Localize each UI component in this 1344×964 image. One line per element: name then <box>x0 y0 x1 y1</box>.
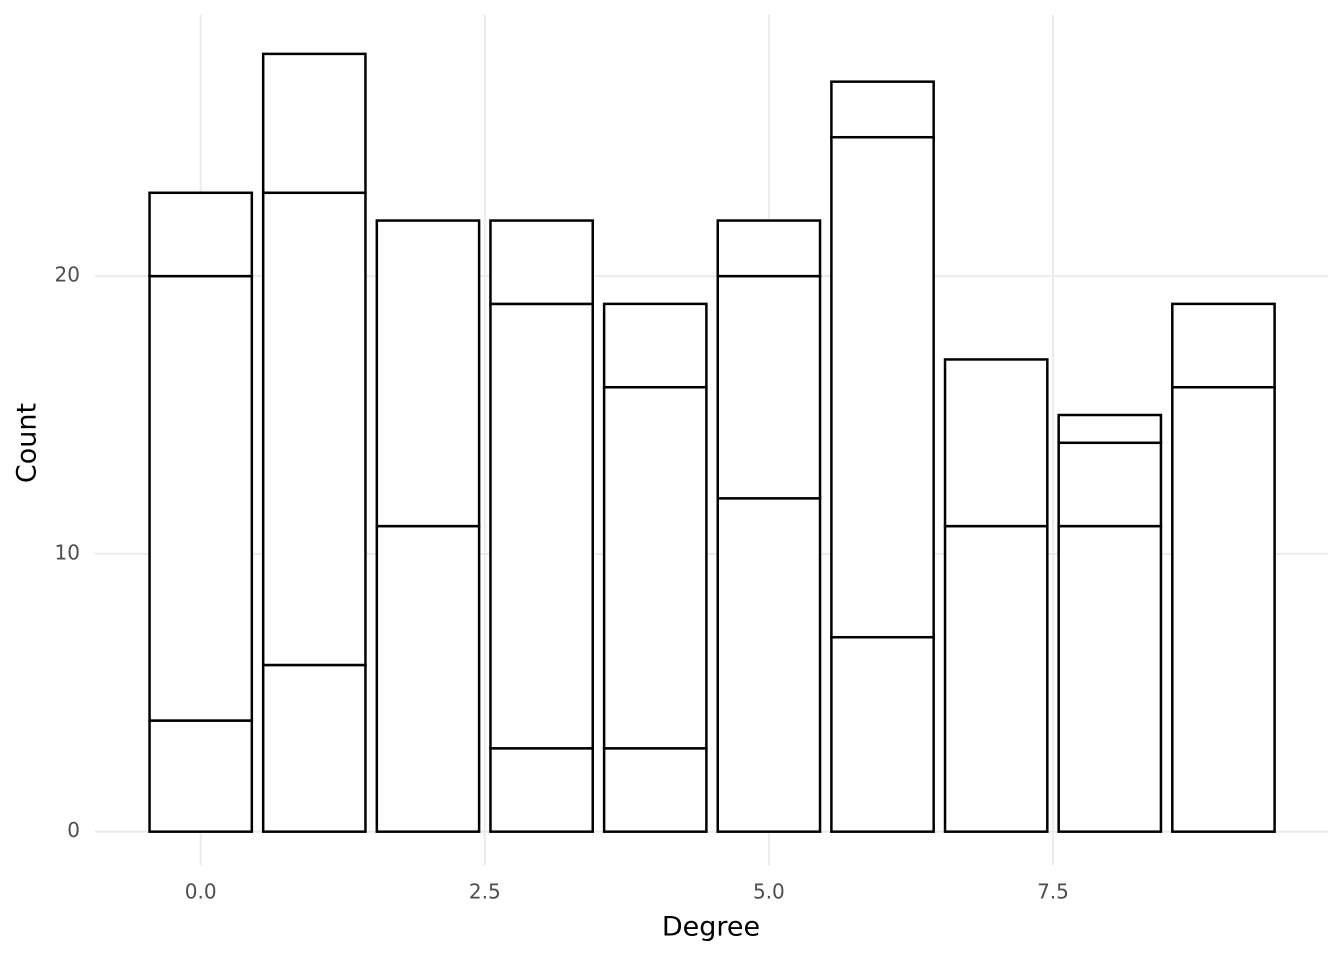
bar-segment <box>261 191 367 667</box>
bar-segment <box>489 747 594 833</box>
y-tick-label: 20 <box>55 263 80 287</box>
bar-segment <box>148 274 254 722</box>
bar-segment <box>148 191 254 278</box>
bar-segment <box>602 747 708 833</box>
bar-segment <box>1057 441 1163 528</box>
bar-segment <box>1171 302 1276 389</box>
bar-segment <box>489 302 594 750</box>
y-tick-label: 0 <box>67 818 80 842</box>
bar-segment <box>148 719 254 833</box>
bar-segment <box>716 274 822 500</box>
bar-segment <box>943 524 1049 833</box>
bar-segment <box>375 524 481 833</box>
x-tick-label: 2.5 <box>469 880 501 904</box>
bar-segment <box>716 219 822 278</box>
x-tick-label: 5.0 <box>753 880 785 904</box>
x-axis-title: Degree <box>662 912 760 943</box>
bar-segment <box>375 219 481 528</box>
y-tick-label: 10 <box>55 540 80 564</box>
bar-segment <box>1057 524 1163 833</box>
bar-segment <box>830 135 935 639</box>
bar-segment <box>830 80 935 139</box>
bar-segment <box>1171 385 1276 833</box>
bar-segment <box>489 219 594 306</box>
bar-segment <box>943 358 1049 528</box>
bar-segment <box>1057 413 1163 445</box>
bar-segment <box>602 302 708 389</box>
x-tick-label: 0.0 <box>185 880 217 904</box>
bar-segment <box>830 635 935 833</box>
bar-segment <box>261 663 367 833</box>
bar-segment <box>261 52 367 195</box>
bar-segment <box>602 385 708 750</box>
y-axis-title: Count <box>12 403 43 483</box>
bar-segment <box>716 497 822 833</box>
x-tick-label: 7.5 <box>1037 880 1069 904</box>
